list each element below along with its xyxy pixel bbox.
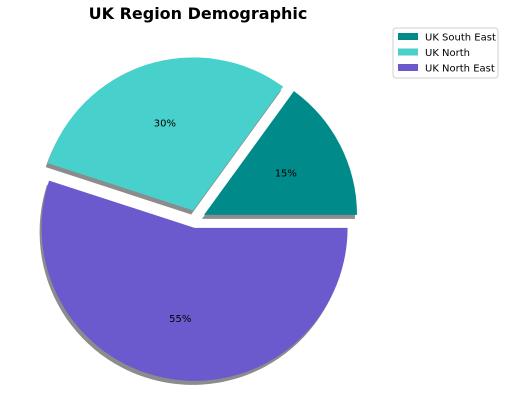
legend: UK South East UK North UK North East xyxy=(392,27,499,79)
pct-label-uk-south-east: 15% xyxy=(275,169,297,180)
pct-label-uk-north-east: 55% xyxy=(169,314,191,325)
legend-frame xyxy=(392,27,499,79)
label-layer: 15% 30% 55% xyxy=(154,119,297,325)
pie-slice-uk-north-east xyxy=(41,180,348,381)
pie-slice-uk-north xyxy=(47,57,284,211)
pie-slice-uk-south-east xyxy=(204,91,358,215)
legend-swatch-uk-north xyxy=(398,48,418,56)
chart-title: UK Region Demographic xyxy=(89,4,308,23)
legend-items: UK South East UK North UK North East xyxy=(398,33,496,75)
legend-swatch-uk-south-east xyxy=(398,33,418,40)
slice-layer xyxy=(41,57,358,381)
legend-swatch-uk-north-east xyxy=(398,64,418,71)
legend-label-uk-south-east: UK South East xyxy=(425,33,496,44)
legend-label-uk-north-east: UK North East xyxy=(425,64,495,75)
legend-label-uk-north: UK North xyxy=(425,48,470,59)
pct-label-uk-north: 30% xyxy=(154,119,176,130)
